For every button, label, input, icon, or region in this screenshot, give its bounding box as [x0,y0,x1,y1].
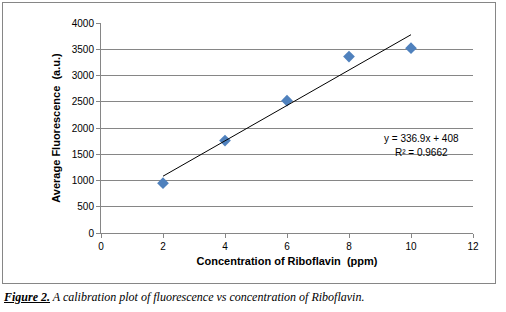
svg-text:12: 12 [467,241,479,252]
svg-text:1500: 1500 [72,149,95,160]
svg-text:Average Fluorescence (a.u.): Average Fluorescence (a.u.) [50,53,62,203]
svg-text:R² = 0.9662: R² = 0.9662 [395,147,448,158]
svg-text:500: 500 [77,201,94,212]
svg-text:y = 336.9x + 408: y = 336.9x + 408 [384,133,459,144]
svg-text:2000: 2000 [72,123,95,134]
svg-text:4: 4 [222,241,228,252]
svg-text:8: 8 [346,241,352,252]
svg-text:2500: 2500 [72,96,95,107]
svg-text:0: 0 [88,228,94,239]
svg-text:6: 6 [284,241,290,252]
svg-text:10: 10 [405,241,417,252]
svg-text:Concentration of Riboflavin (: Concentration of Riboflavin (ppm) [197,255,378,267]
svg-text:3000: 3000 [72,70,95,81]
html-text:Figure 2. A calibration plot o: Figure 2. A calibration plot of fluoresc… [4,290,365,304]
svg-text:2: 2 [160,241,166,252]
svg-text:4000: 4000 [72,18,95,29]
svg-text:3500: 3500 [72,44,95,55]
svg-text:0: 0 [98,241,104,252]
svg-text:1000: 1000 [72,175,95,186]
